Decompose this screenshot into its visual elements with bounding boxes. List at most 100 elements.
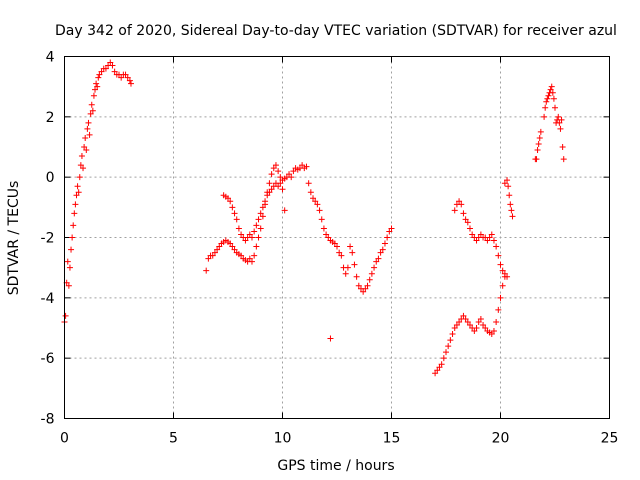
data-point <box>318 216 325 223</box>
data-point <box>109 62 116 69</box>
plot-frame <box>64 56 610 419</box>
data-point <box>310 195 317 202</box>
data-point <box>477 231 484 238</box>
data-point <box>107 59 114 66</box>
data-point <box>255 234 262 241</box>
data-point <box>547 86 554 93</box>
data-point <box>364 282 371 289</box>
data-point <box>81 144 88 150</box>
data-point <box>447 337 454 344</box>
data-point <box>248 234 255 241</box>
data-point <box>537 128 544 135</box>
data-point <box>70 222 77 229</box>
y-tick-label: -2 <box>41 231 55 247</box>
data-point <box>92 86 99 93</box>
data-point <box>75 189 82 196</box>
data-point <box>94 83 101 90</box>
data-point <box>229 243 236 250</box>
data-point <box>277 174 284 181</box>
data-point <box>336 249 343 256</box>
data-point <box>98 68 105 75</box>
data-point <box>259 213 266 220</box>
data-point <box>77 162 84 169</box>
data-point <box>257 225 264 232</box>
data-point <box>82 134 89 141</box>
data-point <box>451 207 458 214</box>
data-point <box>436 364 443 371</box>
data-point <box>214 246 221 253</box>
data-point <box>555 113 562 120</box>
data-point <box>253 222 260 229</box>
data-point <box>464 318 471 325</box>
data-point <box>543 98 550 105</box>
data-point <box>497 294 504 301</box>
data-point <box>299 162 306 169</box>
data-point <box>371 264 378 271</box>
data-point <box>460 312 467 319</box>
data-point <box>95 74 102 81</box>
data-point <box>268 171 275 178</box>
data-point <box>545 92 552 99</box>
data-point <box>505 183 512 190</box>
data-point <box>102 65 109 72</box>
data-point <box>64 258 71 265</box>
data-point <box>473 325 480 331</box>
chart-title: Day 342 of 2020, Sidereal Day-to-day VTE… <box>55 23 617 39</box>
data-point <box>501 270 508 277</box>
data-point <box>229 204 236 211</box>
data-point <box>72 201 79 208</box>
data-point <box>482 325 489 331</box>
data-point <box>89 107 96 114</box>
data-point <box>509 213 516 220</box>
y-tick-label: 0 <box>46 170 55 186</box>
tick-labels: 0 5 10 15 20 25 -8 -6 -4 -2 0 2 4 <box>41 50 619 447</box>
data-point <box>471 328 478 335</box>
data-point <box>257 210 264 217</box>
data-point <box>281 207 288 214</box>
data-point <box>558 116 565 123</box>
data-point <box>493 243 500 250</box>
data-point <box>362 285 369 292</box>
data-point <box>501 180 508 187</box>
x-axis-label: GPS time / hours <box>277 458 394 474</box>
data-point <box>355 282 362 289</box>
data-point <box>466 225 473 232</box>
data-point <box>536 134 543 141</box>
data-point <box>246 255 253 262</box>
data-point <box>541 113 548 120</box>
data-point <box>286 171 293 178</box>
data-point <box>211 249 218 256</box>
data-point <box>338 252 345 259</box>
x-tick-label: 25 <box>601 431 619 447</box>
data-point <box>388 225 395 232</box>
data-point <box>460 210 467 217</box>
data-point <box>462 216 469 223</box>
data-point <box>253 243 260 250</box>
data-point <box>556 119 563 126</box>
data-point <box>279 186 286 193</box>
data-point <box>270 165 277 172</box>
data-point <box>87 110 94 117</box>
data-point <box>288 174 295 181</box>
data-point <box>126 77 133 84</box>
data-point <box>347 243 354 250</box>
data-point <box>535 140 542 147</box>
data-point <box>449 331 456 338</box>
data-point <box>66 264 73 271</box>
data-point <box>499 267 506 274</box>
data-point <box>534 147 541 154</box>
data-point <box>73 192 80 199</box>
data-point <box>96 71 103 78</box>
data-point <box>266 189 273 196</box>
data-point <box>552 104 558 111</box>
data-point <box>65 282 72 289</box>
grid <box>64 56 610 419</box>
data-point <box>235 225 242 232</box>
data-point <box>462 315 469 322</box>
data-point <box>464 219 471 226</box>
data-point <box>544 95 551 102</box>
data-point <box>88 101 95 108</box>
data-point <box>68 246 75 253</box>
data-point <box>90 92 97 99</box>
data-point <box>275 168 282 175</box>
